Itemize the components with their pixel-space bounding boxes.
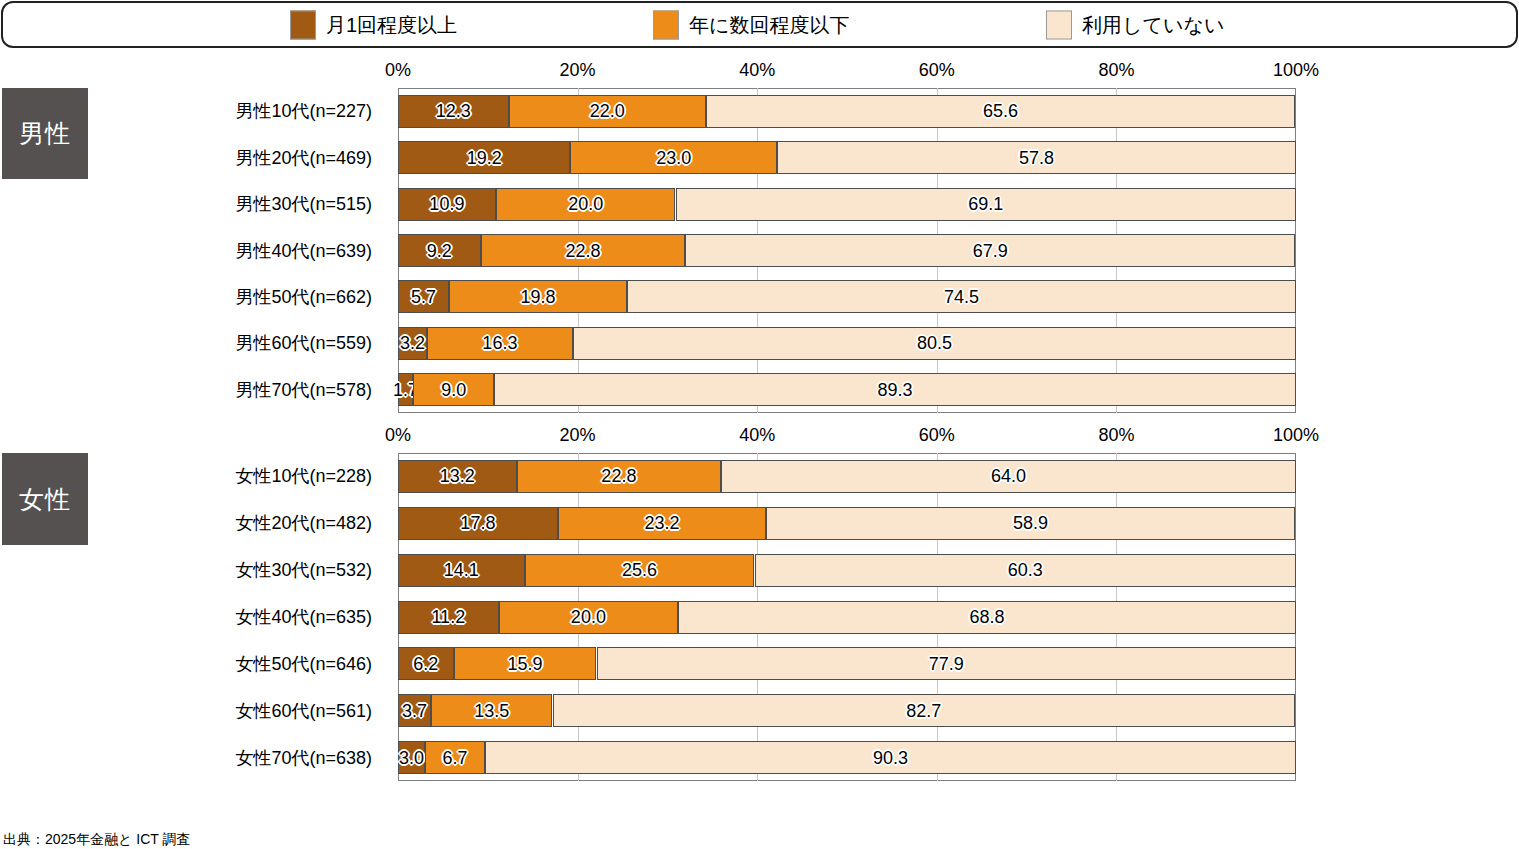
- bar-value-label: 74.5: [944, 286, 979, 307]
- bar-value-label: 23.0: [656, 147, 691, 168]
- legend-label: 利用していない: [1082, 11, 1224, 38]
- category-label: 女性40代(n=635): [122, 605, 372, 629]
- bar-value-label: 9.2: [427, 240, 452, 261]
- axis-tick-label: 80%: [1098, 60, 1134, 81]
- bar-value-label: 9.0: [441, 379, 466, 400]
- category-label: 女性30代(n=532): [122, 558, 372, 582]
- axis-tick-label: 100%: [1273, 60, 1319, 81]
- bar-value-label: 17.8: [460, 513, 495, 534]
- bar-value-label: 3.0: [399, 747, 424, 768]
- bar-value-label: 90.3: [873, 747, 908, 768]
- bar-value-label: 22.8: [601, 466, 636, 487]
- bar-value-label: 58.9: [1013, 513, 1048, 534]
- bar-value-label: 3.7: [402, 700, 427, 721]
- source-note: 出典：2025年金融と ICT 調査: [3, 831, 191, 849]
- bar-value-label: 80.5: [917, 333, 952, 354]
- category-label: 女性70代(n=638): [122, 746, 372, 770]
- bar-value-label: 60.3: [1008, 560, 1043, 581]
- legend-item: 利用していない: [1046, 10, 1224, 39]
- axis-tick-label: 40%: [739, 60, 775, 81]
- bar-value-label: 12.3: [436, 101, 471, 122]
- bar-value-label: 20.0: [568, 194, 603, 215]
- bar-value-label: 19.8: [521, 286, 556, 307]
- bar-value-label: 23.2: [644, 513, 679, 534]
- category-label: 女性10代(n=228): [122, 464, 372, 488]
- bar-value-label: 65.6: [983, 101, 1018, 122]
- axis-tick-label: 20%: [560, 425, 596, 446]
- legend-item: 年に数回程度以下: [653, 10, 849, 39]
- bar-value-label: 67.9: [973, 240, 1008, 261]
- bar-value-label: 6.7: [442, 747, 467, 768]
- bar-value-label: 11.2: [431, 607, 465, 628]
- bar-value-label: 13.2: [440, 466, 475, 487]
- bar-value-label: 64.0: [991, 466, 1026, 487]
- axis-tick-label: 60%: [919, 425, 955, 446]
- bar-value-label: 10.9: [429, 194, 464, 215]
- bar-value-label: 19.2: [467, 147, 502, 168]
- bar-value-label: 15.9: [508, 653, 543, 674]
- bar-value-label: 14.1: [444, 560, 479, 581]
- axis-tick-label: 80%: [1098, 425, 1134, 446]
- category-label: 男性50代(n=662): [122, 285, 372, 309]
- bar-value-label: 68.8: [970, 607, 1005, 628]
- category-label: 男性20代(n=469): [122, 146, 372, 170]
- bar-value-label: 20.0: [571, 607, 606, 628]
- bar-value-label: 22.0: [590, 101, 625, 122]
- category-label: 男性10代(n=227): [122, 99, 372, 123]
- legend-label: 月1回程度以上: [326, 11, 457, 38]
- category-label: 男性40代(n=639): [122, 239, 372, 263]
- category-label: 女性60代(n=561): [122, 699, 372, 723]
- legend-swatch-icon: [1046, 10, 1072, 39]
- chart-legend: 月1回程度以上 年に数回程度以下 利用していない: [1, 1, 1518, 48]
- legend-label: 年に数回程度以下: [689, 11, 849, 38]
- category-label: 男性30代(n=515): [122, 192, 372, 216]
- bar-value-label: 16.3: [482, 333, 517, 354]
- axis-tick-label: 0%: [385, 425, 411, 446]
- axis-tick-label: 60%: [919, 60, 955, 81]
- axis-tick-label: 20%: [560, 60, 596, 81]
- category-label: 男性70代(n=578): [122, 378, 372, 402]
- axis-tick-label: 0%: [385, 60, 411, 81]
- bar-value-label: 13.5: [474, 700, 509, 721]
- legend-swatch-icon: [653, 10, 679, 39]
- bar-value-label: 22.8: [565, 240, 600, 261]
- bar-value-label: 5.7: [411, 286, 436, 307]
- legend-swatch-icon: [290, 10, 316, 39]
- bar-value-label: 57.8: [1019, 147, 1054, 168]
- bar-value-label: 82.7: [906, 700, 941, 721]
- bar-value-label: 89.3: [877, 379, 912, 400]
- category-label: 男性60代(n=559): [122, 331, 372, 355]
- bar-value-label: 3.2: [400, 333, 425, 354]
- bar-value-label: 6.2: [413, 653, 438, 674]
- axis-tick-label: 100%: [1273, 425, 1319, 446]
- legend-item: 月1回程度以上: [290, 10, 457, 39]
- axis-tick-label: 40%: [739, 425, 775, 446]
- stacked-bar-chart-page: 月1回程度以上 年に数回程度以下 利用していない 男性 0% 20% 40% 60% 80% 1…: [0, 0, 1519, 849]
- bar-value-label: 77.9: [929, 653, 964, 674]
- bar-value-label: 69.1: [968, 194, 1003, 215]
- bar-value-label: 25.6: [622, 560, 657, 581]
- category-label: 女性20代(n=482): [122, 511, 372, 535]
- gender-group-label: 女性: [2, 453, 88, 545]
- gender-group-label: 男性: [2, 88, 88, 179]
- category-label: 女性50代(n=646): [122, 652, 372, 676]
